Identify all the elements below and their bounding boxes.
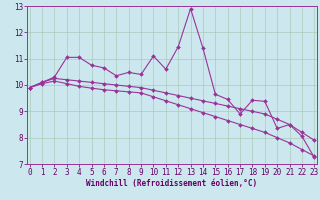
X-axis label: Windchill (Refroidissement éolien,°C): Windchill (Refroidissement éolien,°C) — [86, 179, 258, 188]
